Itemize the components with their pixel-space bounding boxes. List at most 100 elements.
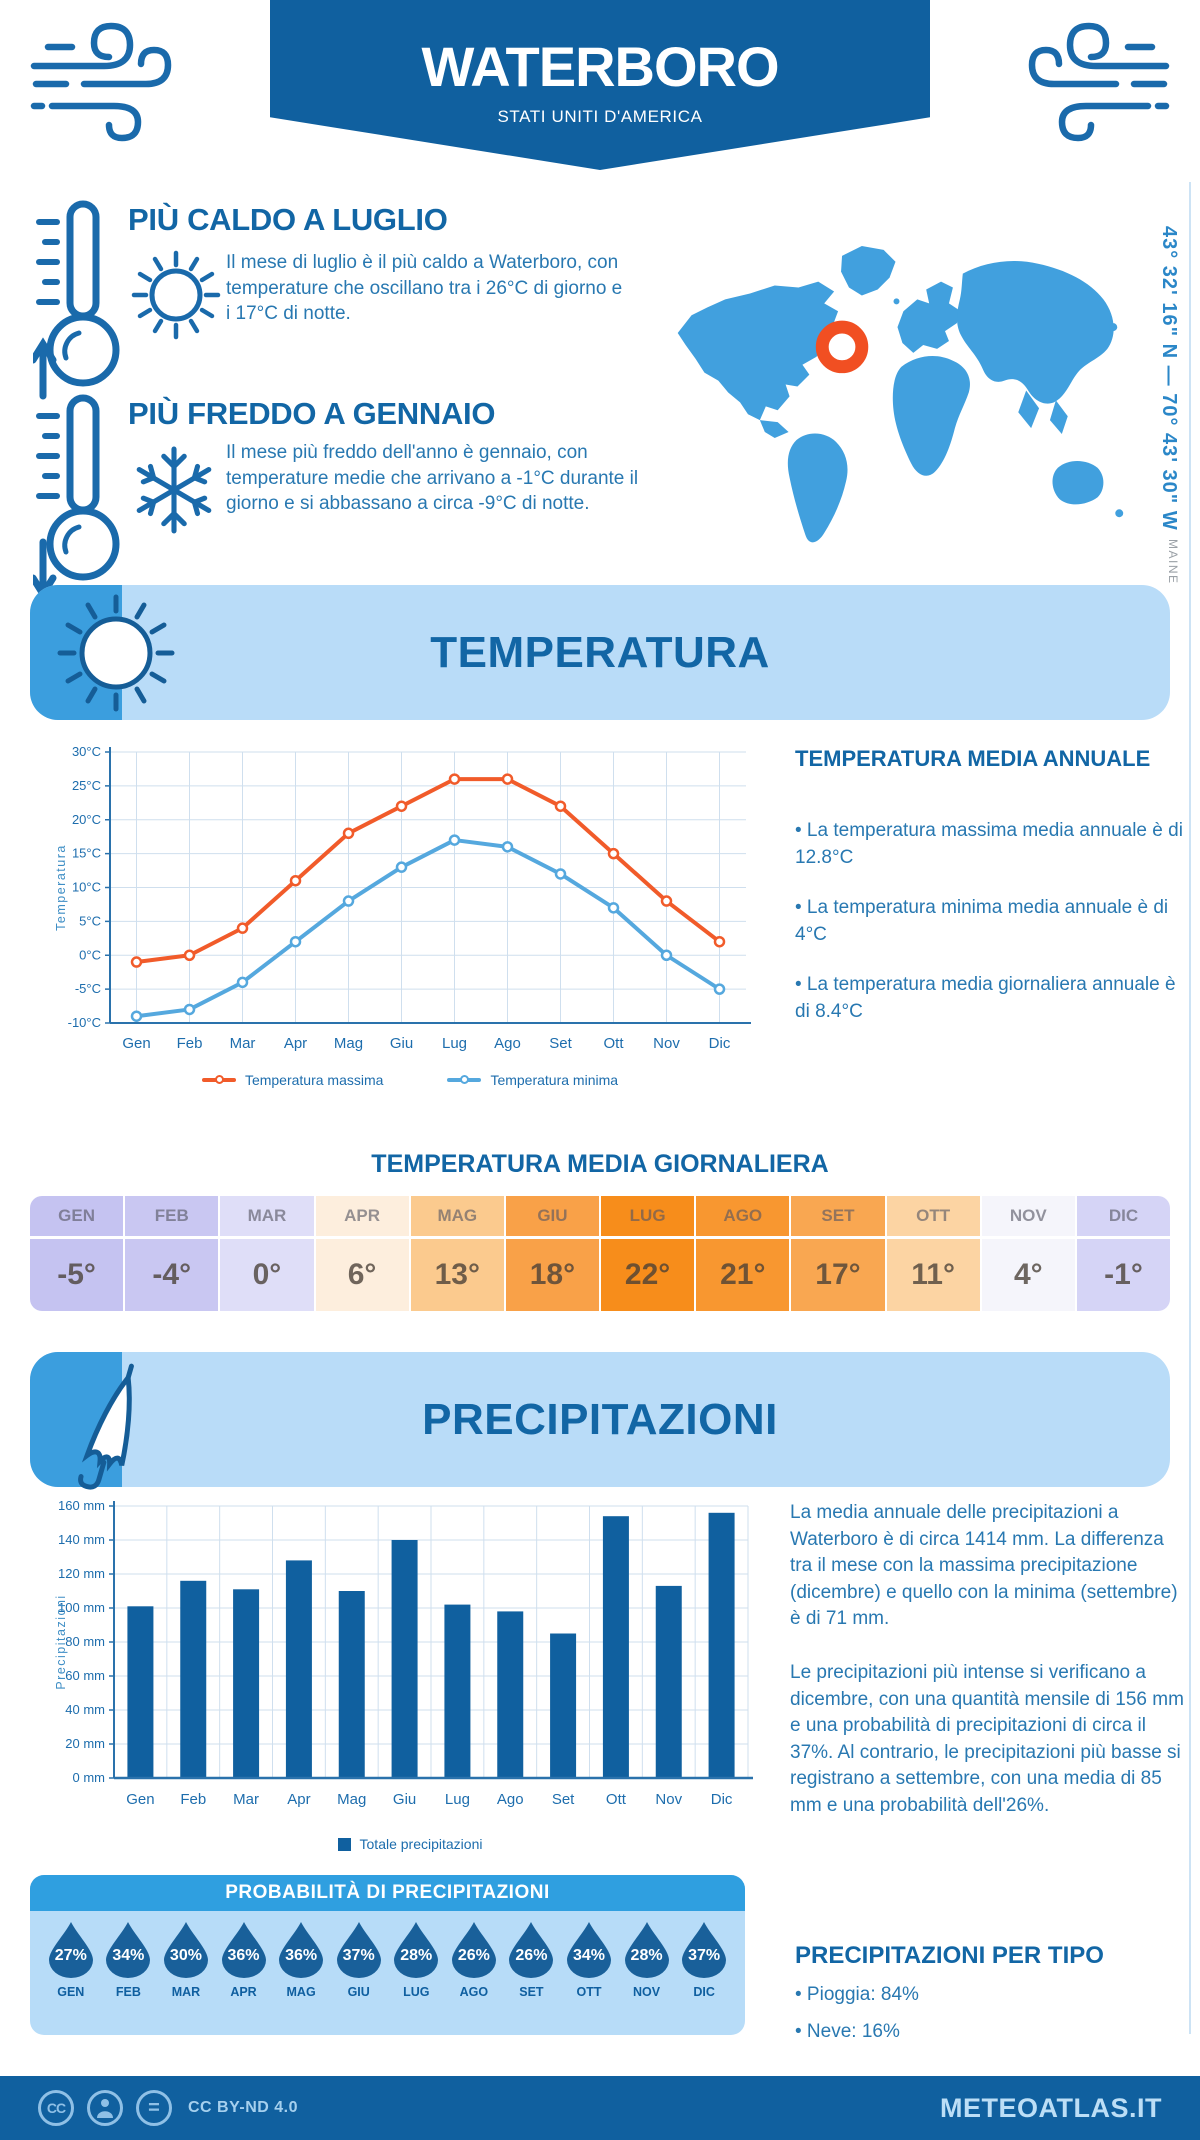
snowflake-icon <box>136 446 212 534</box>
month-temperature-cell: OTT 11° <box>886 1196 980 1311</box>
svg-text:0°C: 0°C <box>79 947 101 962</box>
month-temperature-cell: DIC -1° <box>1076 1196 1171 1311</box>
svg-text:Feb: Feb <box>177 1035 203 1052</box>
southeast-asia <box>1049 400 1068 435</box>
svg-text:Giu: Giu <box>390 1035 413 1052</box>
probability-month: FEB <box>115 1985 141 1999</box>
footer: CC = CC BY-ND 4.0 METEOATLAS.IT <box>0 2076 1200 2140</box>
month-label: GIU <box>505 1196 600 1236</box>
month-temperature-cell: SET 17° <box>791 1196 885 1311</box>
svg-text:Mag: Mag <box>337 1791 366 1808</box>
legend-item-total: Totale precipitazioni <box>337 1836 482 1852</box>
cc-icon: CC <box>38 2090 74 2126</box>
license-label: CC BY-ND 4.0 <box>188 2099 299 2116</box>
daily-temperature-title: TEMPERATURA MEDIA GIORNALIERA <box>371 1150 829 1178</box>
month-temperature-cell: MAR 0° <box>220 1196 314 1311</box>
precipitation-legend: Totale precipitazioni <box>60 1836 760 1852</box>
india <box>1018 390 1040 429</box>
probability-month: LUG <box>403 1985 430 1999</box>
svg-text:Apr: Apr <box>284 1035 307 1052</box>
page-edge-divider <box>1189 182 1191 2034</box>
svg-text:Set: Set <box>552 1791 575 1808</box>
legend-label-min: Temperatura minima <box>490 1072 619 1088</box>
monthly-temperature-table: GEN -5° FEB -4° MAR 0° APR 6° MAG 13° GIU 18° LUG 22°… <box>30 1196 1171 1311</box>
svg-text:Gen: Gen <box>126 1791 154 1808</box>
probability-drop: 28% NOV <box>618 1920 676 1999</box>
svg-text:Precipitazioni: Precipitazioni <box>54 1594 68 1689</box>
probability-drop: 26% AGO <box>445 1920 503 1999</box>
precipitation-probability-panel: PROBABILITÀ DI PRECIPITAZIONI 27% GEN 34% F… <box>30 1875 745 2035</box>
month-label: NOV <box>981 1196 1075 1236</box>
svg-text:20 mm: 20 mm <box>65 1736 105 1751</box>
probability-title: PROBABILITÀ DI PRECIPITAZIONI <box>30 1875 745 1911</box>
probability-value: 26% <box>515 1947 548 1964</box>
probability-drops: 27% GEN 34% FEB 30% MAR 36% APR 36% MAG 37% GIU 28% L… <box>30 1911 745 1999</box>
month-label: LUG <box>601 1196 695 1236</box>
svg-text:Temperatura: Temperatura <box>54 844 68 931</box>
probability-drop: 34% OTT <box>560 1920 618 1999</box>
probability-drop: 30% MAR <box>157 1920 215 1999</box>
probability-value: 34% <box>572 1947 605 1964</box>
probability-drop: 37% DIC <box>675 1920 733 1999</box>
probability-value: 27% <box>54 1947 87 1964</box>
svg-text:Set: Set <box>549 1035 572 1052</box>
svg-text:Dic: Dic <box>709 1035 731 1052</box>
precipitation-section-title: PRECIPITAZIONI <box>422 1395 778 1444</box>
raindrop-icon <box>566 1922 611 1978</box>
by-type-bullet: • Pioggia: 84% <box>795 1984 919 2005</box>
svg-text:Ott: Ott <box>603 1035 624 1052</box>
probability-value: 37% <box>342 1947 375 1964</box>
month-temperature-cell: NOV 4° <box>981 1196 1075 1311</box>
europe <box>897 281 961 353</box>
probability-month: OTT <box>576 1985 602 1999</box>
month-temperature-value: 0° <box>220 1239 314 1311</box>
probability-drop: 34% FEB <box>100 1920 158 1999</box>
svg-text:Mar: Mar <box>230 1035 256 1052</box>
temperature-legend: Temperatura massima Temperatura minima <box>60 1072 760 1088</box>
svg-text:Lug: Lug <box>445 1791 470 1808</box>
svg-text:Nov: Nov <box>653 1035 680 1052</box>
month-temperature-value: 22° <box>601 1239 695 1311</box>
svg-text:0 mm: 0 mm <box>73 1770 106 1785</box>
raindrop-icon <box>279 1922 324 1978</box>
south-america <box>787 433 848 543</box>
probability-drop: 37% GIU <box>330 1920 388 1999</box>
raindrop-icon <box>106 1922 151 1978</box>
greenland <box>841 245 896 296</box>
precipitation-by-type-block: PRECIPITAZIONI PER TIPO • Pioggia: 84% •… <box>795 1942 1180 2055</box>
probability-month: GEN <box>57 1985 85 1999</box>
month-temperature-value: -4° <box>125 1239 219 1311</box>
svg-text:Nov: Nov <box>655 1791 682 1808</box>
month-temperature-value: 11° <box>886 1239 980 1311</box>
probability-value: 28% <box>400 1947 433 1964</box>
annual-bullet: • La temperatura media giornaliera annua… <box>795 974 1176 1022</box>
raindrop-icon <box>336 1922 381 1978</box>
month-label: GEN <box>30 1196 124 1236</box>
month-label: SET <box>791 1196 885 1236</box>
temperature-line-chart: -10°C -5°C 0°C 5°C 10°C 15°C 20°C 25°C 30°C Gen Fe… <box>54 744 751 1052</box>
month-temperature-value: 17° <box>791 1239 885 1311</box>
raindrop-icon <box>624 1922 669 1978</box>
probability-month: AGO <box>459 1985 489 1999</box>
svg-text:Dic: Dic <box>711 1791 733 1808</box>
australia <box>1052 460 1104 505</box>
sun-icon <box>131 250 221 340</box>
island <box>1109 323 1118 332</box>
cold-month-text: Il mese più freddo dell'anno è gennaio, … <box>226 442 639 515</box>
probability-month: APR <box>230 1985 257 1999</box>
precipitation-bar-chart: 0 mm 20 mm 40 mm 60 mm 80 mm 100 mm 120 mm 140 … <box>54 1498 753 1808</box>
month-label: APR <box>315 1196 409 1236</box>
month-label: MAR <box>220 1196 314 1236</box>
by-type-bullet: • Neve: 16% <box>795 2020 900 2042</box>
svg-text:-10°C: -10°C <box>68 1015 101 1030</box>
month-temperature-value: -5° <box>30 1239 124 1311</box>
probability-drop: 36% APR <box>215 1920 273 1999</box>
raindrop-icon <box>221 1922 266 1978</box>
probability-month: MAR <box>171 1985 201 1999</box>
probability-value: 30% <box>169 1947 202 1964</box>
month-label: MAG <box>410 1196 504 1236</box>
svg-text:120 mm: 120 mm <box>58 1566 105 1581</box>
month-temperature-cell: LUG 22° <box>601 1196 695 1311</box>
annual-temperature-title: TEMPERATURA MEDIA ANNUALE <box>795 746 1151 771</box>
month-temperature-value: -1° <box>1076 1239 1171 1311</box>
